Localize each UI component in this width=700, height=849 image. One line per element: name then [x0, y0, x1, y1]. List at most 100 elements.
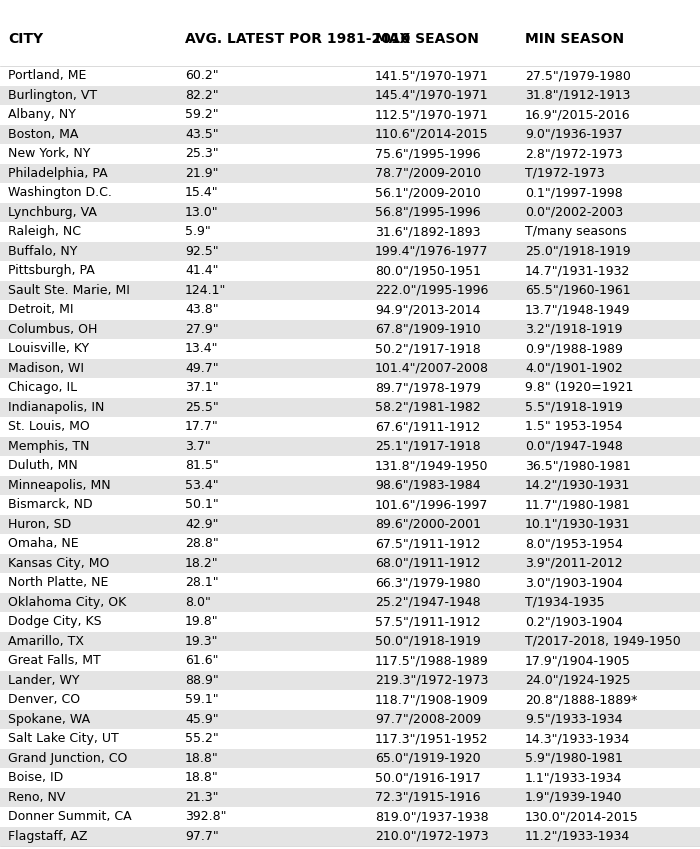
Text: 9.0"/1936-1937: 9.0"/1936-1937	[525, 127, 622, 141]
Text: 56.1"/2009-2010: 56.1"/2009-2010	[375, 186, 481, 200]
Bar	[0, 397, 700, 417]
Text: 67.8"/1909-1910: 67.8"/1909-1910	[375, 323, 481, 335]
Text: Boise, ID: Boise, ID	[8, 771, 63, 784]
Text: 61.6": 61.6"	[185, 655, 218, 667]
Text: 8.0"/1953-1954: 8.0"/1953-1954	[525, 537, 623, 550]
Text: Amarillo, TX: Amarillo, TX	[8, 635, 84, 648]
Text: 14.7"/1931-1932: 14.7"/1931-1932	[525, 264, 631, 278]
Text: Louisville, KY: Louisville, KY	[8, 342, 89, 355]
Text: 20.8"/1888-1889*: 20.8"/1888-1889*	[525, 694, 638, 706]
Text: Albany, NY: Albany, NY	[8, 109, 76, 121]
Text: Sault Ste. Marie, MI: Sault Ste. Marie, MI	[8, 284, 130, 297]
Text: Boston, MA: Boston, MA	[8, 127, 78, 141]
Text: 43.5": 43.5"	[185, 127, 218, 141]
Text: 58.2"/1981-1982: 58.2"/1981-1982	[375, 401, 481, 413]
Text: 53.4": 53.4"	[185, 479, 218, 492]
Text: Burlington, VT: Burlington, VT	[8, 89, 97, 102]
Text: 60.2": 60.2"	[185, 70, 218, 82]
Bar	[0, 300, 700, 319]
Bar	[0, 164, 700, 183]
Text: Denver, CO: Denver, CO	[8, 694, 80, 706]
Text: 19.3": 19.3"	[185, 635, 218, 648]
Text: 16.9"/2015-2016: 16.9"/2015-2016	[525, 109, 631, 121]
Text: 222.0"/1995-1996: 222.0"/1995-1996	[375, 284, 489, 297]
Text: CITY: CITY	[8, 32, 43, 46]
Bar	[0, 768, 700, 788]
Text: MAX SEASON: MAX SEASON	[375, 32, 479, 46]
Text: 42.9": 42.9"	[185, 518, 218, 531]
Text: 13.4": 13.4"	[185, 342, 218, 355]
Text: 50.0"/1918-1919: 50.0"/1918-1919	[375, 635, 481, 648]
Text: 67.5"/1911-1912: 67.5"/1911-1912	[375, 537, 480, 550]
Text: 21.9": 21.9"	[185, 166, 218, 180]
Text: Lander, WY: Lander, WY	[8, 674, 80, 687]
Text: T/many seasons: T/many seasons	[525, 225, 626, 239]
Text: 101.6"/1996-1997: 101.6"/1996-1997	[375, 498, 489, 511]
Text: 89.7"/1978-1979: 89.7"/1978-1979	[375, 381, 481, 394]
Text: 0.9"/1988-1989: 0.9"/1988-1989	[525, 342, 623, 355]
Text: 41.4": 41.4"	[185, 264, 218, 278]
Text: New York, NY: New York, NY	[8, 147, 90, 160]
Text: 8.0": 8.0"	[185, 596, 211, 609]
Text: 5.9"/1980-1981: 5.9"/1980-1981	[525, 751, 623, 765]
Text: 50.0"/1916-1917: 50.0"/1916-1917	[375, 771, 481, 784]
Text: 3.7": 3.7"	[185, 440, 211, 453]
Text: 24.0"/1924-1925: 24.0"/1924-1925	[525, 674, 631, 687]
Text: T/1934-1935: T/1934-1935	[525, 596, 605, 609]
Text: T/1972-1973: T/1972-1973	[525, 166, 605, 180]
Text: Grand Junction, CO: Grand Junction, CO	[8, 751, 127, 765]
Text: 11.7"/1980-1981: 11.7"/1980-1981	[525, 498, 631, 511]
Bar	[0, 534, 700, 554]
Text: 66.3"/1979-1980: 66.3"/1979-1980	[375, 576, 481, 589]
Text: 145.4"/1970-1971: 145.4"/1970-1971	[375, 89, 489, 102]
Text: 3.9"/2011-2012: 3.9"/2011-2012	[525, 557, 622, 570]
Bar	[0, 378, 700, 397]
Bar	[0, 788, 700, 807]
Text: 94.9"/2013-2014: 94.9"/2013-2014	[375, 303, 480, 316]
Bar	[0, 475, 700, 495]
Text: 31.8"/1912-1913: 31.8"/1912-1913	[525, 89, 631, 102]
Text: 68.0"/1911-1912: 68.0"/1911-1912	[375, 557, 480, 570]
Bar	[0, 729, 700, 749]
Bar	[0, 690, 700, 710]
Text: Reno, NV: Reno, NV	[8, 790, 65, 804]
Bar	[0, 144, 700, 164]
Text: 392.8": 392.8"	[185, 810, 227, 824]
Bar	[0, 222, 700, 241]
Text: 9.8" (1920=1921: 9.8" (1920=1921	[525, 381, 634, 394]
Text: Pittsburgh, PA: Pittsburgh, PA	[8, 264, 95, 278]
Text: Philadelphia, PA: Philadelphia, PA	[8, 166, 108, 180]
Bar	[0, 417, 700, 436]
Bar	[0, 280, 700, 300]
Text: Huron, SD: Huron, SD	[8, 518, 71, 531]
Text: 37.1": 37.1"	[185, 381, 218, 394]
Bar	[0, 710, 700, 729]
Text: 18.2": 18.2"	[185, 557, 218, 570]
Text: 67.6"/1911-1912: 67.6"/1911-1912	[375, 420, 480, 433]
Text: 43.8": 43.8"	[185, 303, 218, 316]
Text: 28.8": 28.8"	[185, 537, 218, 550]
Text: 15.4": 15.4"	[185, 186, 218, 200]
Text: 5.9": 5.9"	[185, 225, 211, 239]
Bar	[0, 749, 700, 768]
Text: 1.5" 1953-1954: 1.5" 1953-1954	[525, 420, 622, 433]
Text: Dodge City, KS: Dodge City, KS	[8, 616, 101, 628]
Text: 11.2"/1933-1934: 11.2"/1933-1934	[525, 829, 630, 843]
Text: 1.1"/1933-1934: 1.1"/1933-1934	[525, 771, 622, 784]
Text: 65.0"/1919-1920: 65.0"/1919-1920	[375, 751, 481, 765]
Text: 110.6"/2014-2015: 110.6"/2014-2015	[375, 127, 489, 141]
Text: 25.1"/1917-1918: 25.1"/1917-1918	[375, 440, 481, 453]
Text: 124.1": 124.1"	[185, 284, 226, 297]
Text: 50.2"/1917-1918: 50.2"/1917-1918	[375, 342, 481, 355]
Text: 101.4"/2007-2008: 101.4"/2007-2008	[375, 362, 489, 374]
Text: 17.9"/1904-1905: 17.9"/1904-1905	[525, 655, 631, 667]
Text: Columbus, OH: Columbus, OH	[8, 323, 97, 335]
Text: Washington D.C.: Washington D.C.	[8, 186, 112, 200]
Text: 80.0"/1950-1951: 80.0"/1950-1951	[375, 264, 481, 278]
Text: 92.5": 92.5"	[185, 245, 218, 258]
Text: Oklahoma City, OK: Oklahoma City, OK	[8, 596, 126, 609]
Text: Chicago, IL: Chicago, IL	[8, 381, 77, 394]
Text: Omaha, NE: Omaha, NE	[8, 537, 78, 550]
Text: 19.8": 19.8"	[185, 616, 218, 628]
Text: Bismarck, ND: Bismarck, ND	[8, 498, 92, 511]
